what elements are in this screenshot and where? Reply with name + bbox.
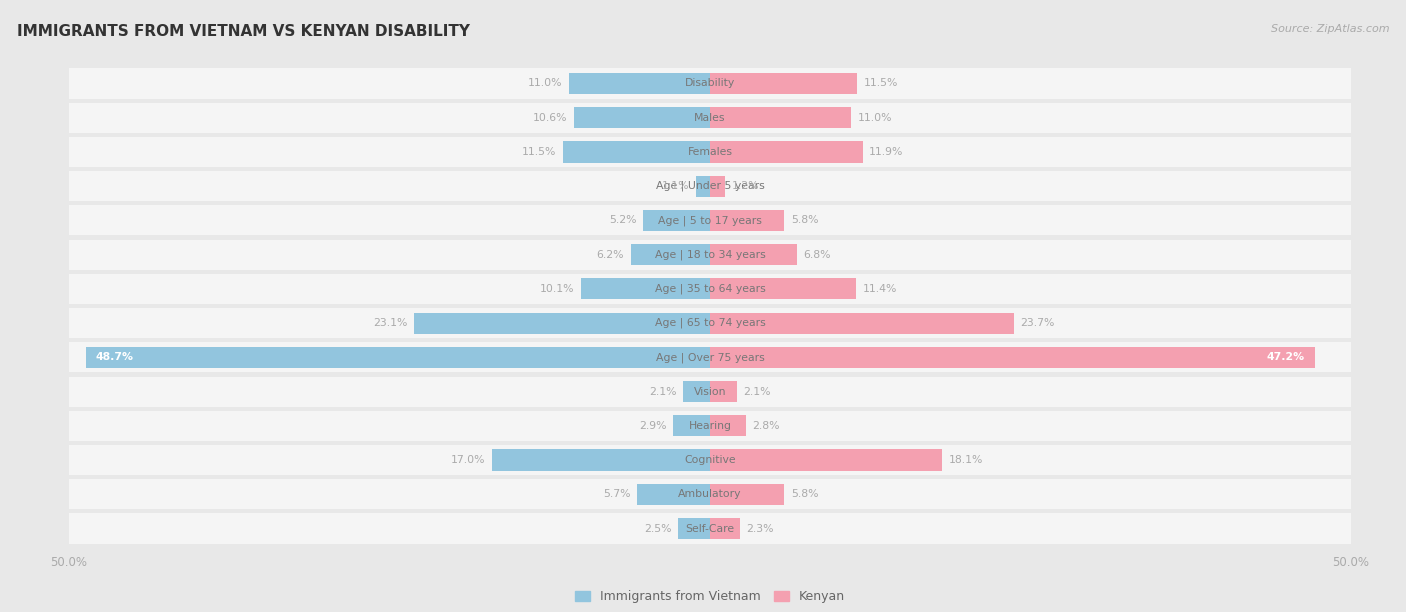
Text: Source: ZipAtlas.com: Source: ZipAtlas.com bbox=[1271, 24, 1389, 34]
Text: Hearing: Hearing bbox=[689, 421, 731, 431]
Text: 1.2%: 1.2% bbox=[731, 181, 759, 191]
Bar bbox=[710, 176, 725, 197]
Bar bbox=[69, 103, 1351, 133]
Text: 2.9%: 2.9% bbox=[638, 421, 666, 431]
Text: 5.2%: 5.2% bbox=[609, 215, 637, 225]
Bar bbox=[710, 483, 785, 505]
Text: 5.8%: 5.8% bbox=[790, 490, 818, 499]
Text: Age | 65 to 74 years: Age | 65 to 74 years bbox=[655, 318, 765, 329]
Bar bbox=[574, 107, 710, 129]
Bar bbox=[69, 137, 1351, 167]
Bar bbox=[710, 107, 851, 129]
Text: 2.1%: 2.1% bbox=[744, 387, 770, 397]
Text: 11.5%: 11.5% bbox=[522, 147, 557, 157]
Text: Age | Under 5 years: Age | Under 5 years bbox=[655, 181, 765, 192]
Bar bbox=[696, 176, 710, 197]
Bar bbox=[678, 518, 710, 539]
Text: Age | 5 to 17 years: Age | 5 to 17 years bbox=[658, 215, 762, 226]
Bar bbox=[710, 381, 737, 402]
Bar bbox=[710, 244, 797, 265]
Bar bbox=[637, 483, 710, 505]
Bar bbox=[69, 513, 1351, 543]
Bar bbox=[69, 445, 1351, 475]
Text: 23.1%: 23.1% bbox=[373, 318, 408, 328]
Text: 2.8%: 2.8% bbox=[752, 421, 780, 431]
Bar bbox=[69, 411, 1351, 441]
Text: 10.1%: 10.1% bbox=[540, 284, 574, 294]
Text: IMMIGRANTS FROM VIETNAM VS KENYAN DISABILITY: IMMIGRANTS FROM VIETNAM VS KENYAN DISABI… bbox=[17, 24, 470, 40]
Bar bbox=[581, 278, 710, 299]
Text: 5.8%: 5.8% bbox=[790, 215, 818, 225]
Bar bbox=[710, 210, 785, 231]
Bar bbox=[710, 141, 862, 163]
Bar bbox=[710, 518, 740, 539]
Bar bbox=[569, 73, 710, 94]
Text: 17.0%: 17.0% bbox=[451, 455, 485, 465]
Text: 11.0%: 11.0% bbox=[858, 113, 891, 122]
Text: Cognitive: Cognitive bbox=[685, 455, 735, 465]
Bar bbox=[69, 171, 1351, 201]
Bar bbox=[683, 381, 710, 402]
Bar bbox=[86, 347, 710, 368]
Text: 6.2%: 6.2% bbox=[596, 250, 624, 259]
Text: Age | Over 75 years: Age | Over 75 years bbox=[655, 352, 765, 362]
Bar bbox=[69, 342, 1351, 373]
Bar bbox=[69, 308, 1351, 338]
Text: 18.1%: 18.1% bbox=[949, 455, 983, 465]
Text: 11.9%: 11.9% bbox=[869, 147, 904, 157]
Bar bbox=[710, 73, 858, 94]
Bar bbox=[710, 313, 1014, 334]
Text: Males: Males bbox=[695, 113, 725, 122]
Bar bbox=[710, 278, 856, 299]
Text: 47.2%: 47.2% bbox=[1267, 353, 1305, 362]
Bar bbox=[69, 274, 1351, 304]
Text: 10.6%: 10.6% bbox=[533, 113, 568, 122]
Text: 2.1%: 2.1% bbox=[650, 387, 676, 397]
Text: Vision: Vision bbox=[693, 387, 727, 397]
Text: 11.5%: 11.5% bbox=[863, 78, 898, 89]
Text: Age | 18 to 34 years: Age | 18 to 34 years bbox=[655, 250, 765, 260]
Text: Age | 35 to 64 years: Age | 35 to 64 years bbox=[655, 283, 765, 294]
Bar bbox=[413, 313, 710, 334]
Bar bbox=[69, 479, 1351, 509]
Bar bbox=[710, 347, 1315, 368]
Bar bbox=[644, 210, 710, 231]
Bar bbox=[69, 206, 1351, 236]
Text: Ambulatory: Ambulatory bbox=[678, 490, 742, 499]
Text: 2.3%: 2.3% bbox=[747, 523, 773, 534]
Bar bbox=[492, 449, 710, 471]
Text: 1.1%: 1.1% bbox=[662, 181, 689, 191]
Text: 5.7%: 5.7% bbox=[603, 490, 630, 499]
Text: 48.7%: 48.7% bbox=[96, 353, 134, 362]
Bar bbox=[69, 239, 1351, 270]
Bar bbox=[673, 415, 710, 436]
Text: Disability: Disability bbox=[685, 78, 735, 89]
Bar bbox=[69, 376, 1351, 406]
Bar bbox=[710, 415, 747, 436]
Bar bbox=[562, 141, 710, 163]
Text: 2.5%: 2.5% bbox=[644, 523, 672, 534]
Text: 6.8%: 6.8% bbox=[804, 250, 831, 259]
Text: 11.0%: 11.0% bbox=[529, 78, 562, 89]
Text: Self-Care: Self-Care bbox=[686, 523, 734, 534]
Bar bbox=[710, 449, 942, 471]
Bar bbox=[630, 244, 710, 265]
Legend: Immigrants from Vietnam, Kenyan: Immigrants from Vietnam, Kenyan bbox=[571, 585, 849, 608]
Text: 23.7%: 23.7% bbox=[1021, 318, 1054, 328]
Text: 11.4%: 11.4% bbox=[862, 284, 897, 294]
Text: Females: Females bbox=[688, 147, 733, 157]
Bar bbox=[69, 69, 1351, 99]
